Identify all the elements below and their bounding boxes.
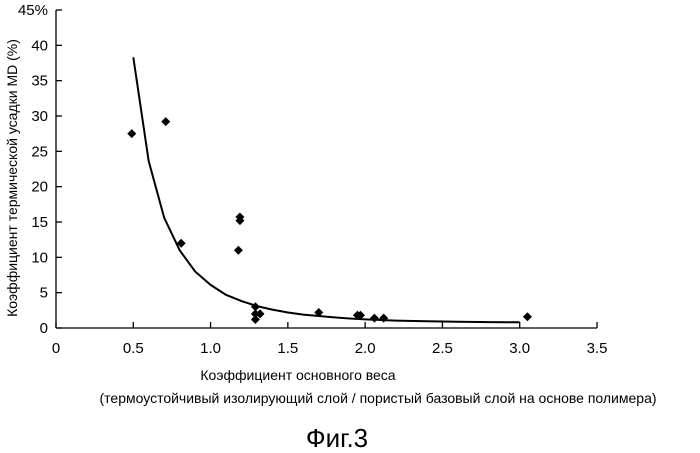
trendline: [133, 57, 519, 322]
data-point: [161, 117, 170, 126]
x-tick-label: 1.0: [200, 340, 221, 357]
data-point: [127, 129, 136, 138]
y-tick-label: 10: [31, 249, 48, 266]
y-tick-label: 45%: [18, 2, 48, 19]
x-tick-label: 2.0: [355, 340, 376, 357]
y-tick-label: 40: [31, 37, 48, 54]
data-point: [379, 314, 388, 323]
y-axis-title: Коэффициент термической усадки MD (%): [4, 39, 20, 317]
x-axis-subtitle: (термоустойчивый изолирующий слой / пори…: [99, 390, 656, 406]
x-tick-label: 2.5: [432, 340, 453, 357]
figure-caption: Фиг.3: [306, 423, 368, 453]
y-tick-label: 15: [31, 214, 48, 231]
data-point: [523, 312, 532, 321]
x-tick-label: 0: [52, 340, 60, 357]
x-tick-label: 3.0: [509, 340, 530, 357]
trendline-group: [133, 57, 519, 322]
y-tick-label: 25: [31, 143, 48, 160]
x-tick-label: 1.5: [277, 340, 298, 357]
x-tick-label: 0.5: [123, 340, 144, 357]
x-tick-label: 3.5: [587, 340, 608, 357]
y-tick-label: 5: [40, 285, 48, 302]
y-tick-label: 30: [31, 108, 48, 125]
data-points: [127, 117, 532, 324]
y-tick-label: 35: [31, 73, 48, 90]
y-tick-label: 0: [40, 320, 48, 337]
data-point: [370, 314, 379, 323]
y-tick-label: 20: [31, 179, 48, 196]
x-axis: 0 0.5 1.0 1.5 2.0 2.5 3.0 3.5: [52, 322, 608, 357]
x-axis-title: Коэффициент основного веса: [200, 367, 395, 383]
y-axis: 0 5 10 15 20 25 30 35 40 45%: [18, 2, 62, 337]
data-point: [234, 246, 243, 255]
